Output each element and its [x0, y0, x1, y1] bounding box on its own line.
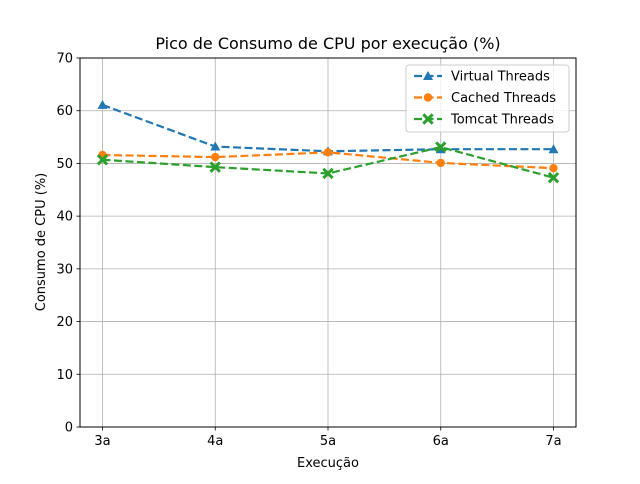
- legend-box: [405, 64, 570, 133]
- y-tick-label: 20: [56, 315, 73, 330]
- axis-layer: 3a 4a 5a 6a 7a 0 10 20 30 40 50 60 70: [56, 52, 561, 450]
- data-point: [435, 141, 447, 153]
- x-tick-label: 7a: [545, 434, 561, 449]
- y-tick-label: 50: [56, 157, 73, 172]
- data-point: [211, 152, 220, 162]
- legend-label: Tomcat Threads: [450, 113, 554, 128]
- y-tick-label: 70: [56, 52, 73, 67]
- chart-title: Pico de Consumo de CPU por execução (%): [155, 34, 500, 53]
- y-tick-label: 10: [56, 368, 73, 383]
- data-point: [549, 163, 558, 173]
- data-point: [548, 144, 559, 154]
- y-tick-label: 30: [56, 262, 73, 277]
- data-point: [97, 99, 108, 109]
- legend-label: Virtual Threads: [451, 70, 550, 85]
- y-axis-label: Consumo de CPU (%): [34, 173, 49, 311]
- data-point: [210, 141, 221, 151]
- x-tick-label: 4a: [207, 434, 223, 449]
- data-point: [322, 167, 334, 180]
- data-point: [96, 154, 109, 166]
- marker-stroke: [422, 113, 434, 125]
- legend: Virtual Threads Cached Threads Tomcat Thre…: [405, 64, 570, 133]
- marker-stroke: [435, 141, 447, 153]
- legend-label: Cached Threads: [451, 91, 556, 106]
- legend-swatch-marker: [423, 93, 433, 102]
- legend-swatch-marker: [422, 113, 434, 125]
- marker-stroke: [96, 154, 109, 166]
- data-point: [547, 171, 560, 184]
- data-point: [436, 158, 445, 168]
- data-point: [209, 161, 221, 173]
- x-tick-label: 5a: [320, 434, 336, 449]
- y-tick-label: 0: [65, 421, 73, 436]
- x-tick-label: 3a: [94, 434, 110, 449]
- marker-stroke: [209, 161, 221, 173]
- series-layer: [96, 99, 560, 184]
- x-axis-label: Execução: [297, 456, 359, 471]
- x-tick-label: 6a: [433, 434, 449, 449]
- marker-stroke: [322, 167, 334, 180]
- y-tick-label: 60: [56, 104, 73, 119]
- legend-swatch-marker: [423, 71, 433, 80]
- y-tick-label: 40: [56, 210, 73, 225]
- data-point: [323, 148, 333, 157]
- marker-stroke: [547, 171, 560, 184]
